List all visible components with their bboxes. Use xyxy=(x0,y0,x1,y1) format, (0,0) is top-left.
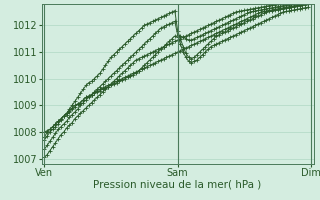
X-axis label: Pression niveau de la mer( hPa ): Pression niveau de la mer( hPa ) xyxy=(93,180,262,190)
